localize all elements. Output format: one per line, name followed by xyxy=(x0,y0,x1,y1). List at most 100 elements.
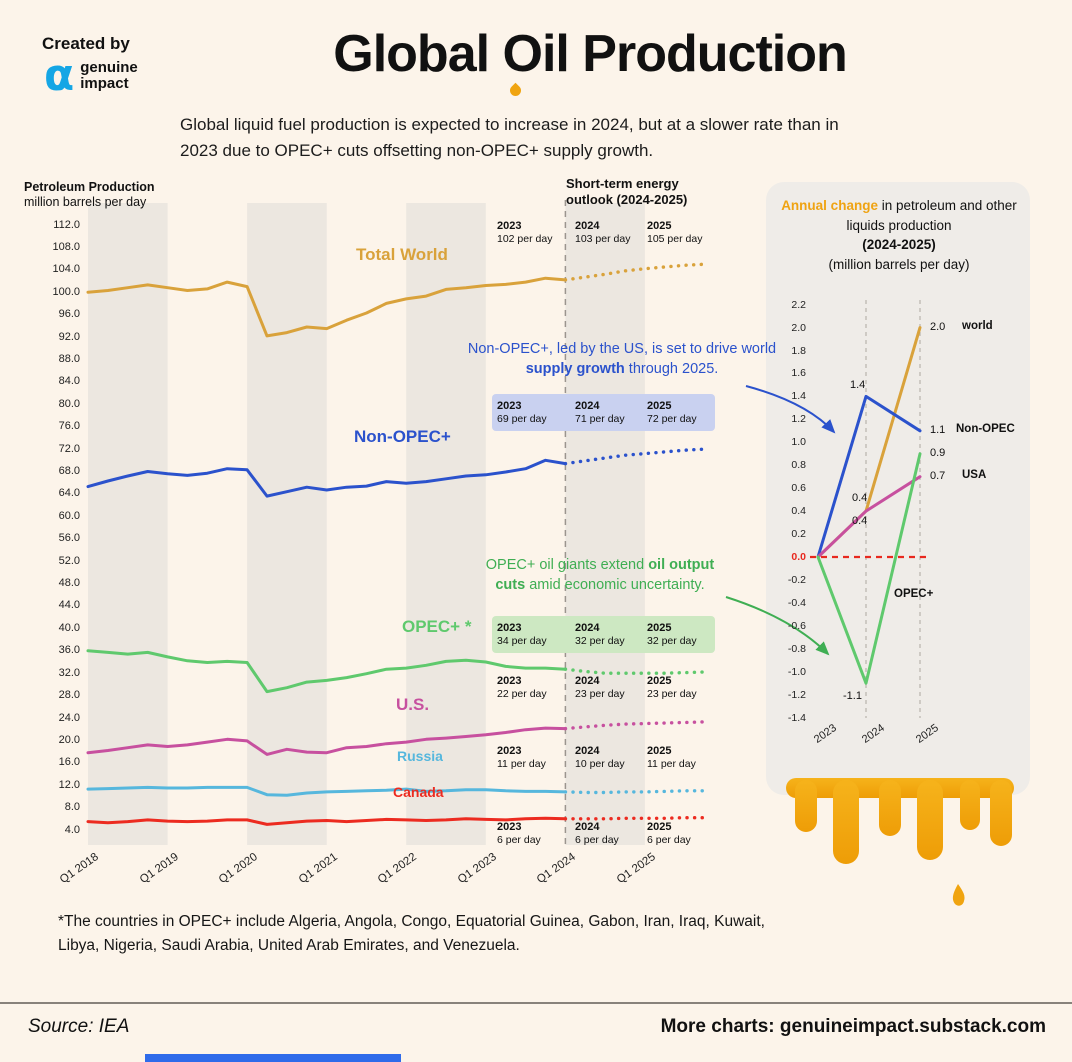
outlook-cell-U.S.-2024: 2024 23 per day xyxy=(575,675,645,701)
annual-point-label-OPEC+-2025: 0.9 xyxy=(930,447,946,459)
y-tick-label: 56.0 xyxy=(58,532,80,545)
y-tick-label: 112.0 xyxy=(53,218,80,231)
outlook-cell-Non-OPEC+-2024: 2024 71 per day xyxy=(575,400,645,426)
y-tick-label: 80.0 xyxy=(58,397,80,410)
annual-y-tick: 0.2 xyxy=(791,528,806,541)
annual-y-tick: -0.8 xyxy=(787,642,806,655)
y-tick-label: 12.0 xyxy=(58,778,80,791)
outlook-year: 2023 xyxy=(497,675,522,687)
outlook-value: 11 per day xyxy=(647,758,696,771)
annual-point-label-USA-2024: 0.4 xyxy=(852,515,868,527)
more-charts-link[interactable]: More charts: genuineimpact.substack.com xyxy=(660,1016,1046,1037)
y-tick-label: 108.0 xyxy=(52,240,80,253)
x-tick-label: Q1 2018 xyxy=(57,851,101,887)
opec-callout-bold: oil output cuts xyxy=(495,557,715,593)
bottom-accent-bar xyxy=(145,1054,401,1062)
outlook-cell-Non-OPEC+-2025: 2025 72 per day xyxy=(647,400,717,426)
y-tick-label: 68.0 xyxy=(58,465,80,477)
outlook-cell-U.S.-2025: 2025 23 per day xyxy=(647,675,717,701)
series-label-U.S.: U.S. xyxy=(396,695,430,714)
outlook-cell-Russia-2025: 2025 11 per day xyxy=(647,745,717,771)
outlook-cell-Russia-2023: 2023 11 per day xyxy=(497,745,567,771)
series-line-U.S. xyxy=(86,726,567,756)
series-label-Non-OPEC+: Non-OPEC+ xyxy=(354,427,451,446)
y-axis-title-line-2: million barrels per day xyxy=(24,195,147,209)
x-tick-label: Q1 2023 xyxy=(455,851,499,887)
outlook-value: 22 per day xyxy=(497,688,547,701)
outlook-year: 2025 xyxy=(647,745,672,757)
annual-point-label-Non-OPEC-2025: 1.1 xyxy=(930,424,946,436)
y-tick-label: 100.0 xyxy=(52,285,80,298)
annual-y-tick: 1.6 xyxy=(791,367,806,380)
annual-y-tick: 0.6 xyxy=(791,482,806,495)
genuine-impact-logo-icon: α xyxy=(44,50,75,101)
annual-y-tick: -0.2 xyxy=(787,573,806,586)
annual-y-tick: 0.8 xyxy=(791,459,806,472)
x-tick-label: Q1 2021 xyxy=(296,851,340,887)
outlook-value: 32 per day xyxy=(647,635,697,648)
outlook-cell-OPEC+-2023: 2023 34 per day xyxy=(497,622,567,648)
created-by-label: Created by xyxy=(42,34,130,53)
x-tick-label: Q1 2025 xyxy=(614,851,658,887)
series-line-Russia xyxy=(86,785,567,797)
falling-oil-droplet-icon xyxy=(952,884,965,906)
annual-y-tick: 1.0 xyxy=(791,436,806,449)
outlook-cell-OPEC+-2025: 2025 32 per day xyxy=(647,622,717,648)
y-tick-label: 104.0 xyxy=(52,263,80,276)
annual-series-name-world: world xyxy=(962,320,993,332)
outlook-year: 2024 xyxy=(575,400,600,412)
x-tick-label: Q1 2020 xyxy=(216,851,260,887)
outlook-value: 6 per day xyxy=(575,834,619,847)
opec-footnote: *The countries in OPEC+ include Algeria,… xyxy=(58,910,908,958)
y-tick-label: 92.0 xyxy=(58,330,80,343)
annual-point-label-world-2024: 0.4 xyxy=(852,492,868,504)
annual-point-label-Non-OPEC-2024: 1.4 xyxy=(850,379,866,391)
outlook-cell-Non-OPEC+-2023: 2023 69 per day xyxy=(497,400,567,426)
series-forecast-Non-OPEC+ xyxy=(563,447,707,466)
outlook-value: 103 per day xyxy=(575,233,631,246)
outlook-value: 23 per day xyxy=(575,688,625,701)
outlook-cell-Canada-2024: 2024 6 per day xyxy=(575,821,645,847)
series-label-Russia: Russia xyxy=(397,748,443,764)
outlook-year: 2025 xyxy=(647,675,672,687)
y-tick-label: 60.0 xyxy=(58,509,80,522)
y-tick-label: 52.0 xyxy=(58,554,80,567)
y-axis-title: Petroleum Production million barrels per… xyxy=(24,180,155,210)
x-tick-label: Q1 2019 xyxy=(137,851,181,887)
subtitle-line-2: 2023 due to OPEC+ cuts offsetting non-OP… xyxy=(180,141,654,161)
annual-change-title-highlight: Annual change xyxy=(781,198,878,213)
series-line-Total World xyxy=(86,276,567,338)
series-line-OPEC+ xyxy=(86,649,567,694)
outlook-value: 72 per day xyxy=(647,413,697,426)
subtitle-line-1: Global liquid fuel production is expecte… xyxy=(180,115,839,134)
annual-y-tick: 0.4 xyxy=(791,505,806,518)
outlook-cell-Canada-2025: 2025 6 per day xyxy=(647,821,717,847)
outlook-value: 32 per day xyxy=(575,635,625,648)
annual-series-name-OPEC+: OPEC+ xyxy=(894,588,934,600)
outlook-year: 2024 xyxy=(575,622,600,634)
footnote-line-2: Libya, Nigeria, Saudi Arabia, United Ara… xyxy=(58,937,520,955)
outlook-heading-line-2: outlook (2024-2025) xyxy=(566,191,688,207)
outlook-year: 2025 xyxy=(647,220,672,232)
outlook-cell-Total World-2025: 2025 105 per day xyxy=(647,220,717,246)
genuine-impact-logo: α genuine impact xyxy=(44,50,138,101)
y-tick-label: 44.0 xyxy=(58,599,80,612)
y-tick-label: 40.0 xyxy=(58,621,80,634)
outlook-cell-OPEC+-2024: 2024 32 per day xyxy=(575,622,645,648)
outlook-value: 11 per day xyxy=(497,758,546,771)
x-tick-label: Q1 2024 xyxy=(535,851,579,887)
outlook-year: 2023 xyxy=(497,821,522,833)
opec-callout-text: OPEC+ oil giants extend xyxy=(485,557,649,573)
outlook-value: 10 per day xyxy=(575,758,625,771)
annual-y-tick: 1.2 xyxy=(791,413,806,426)
outlook-cell-Russia-2024: 2024 10 per day xyxy=(575,745,645,771)
outlook-year: 2024 xyxy=(575,821,600,833)
outlook-heading-line-1: Short-term energy xyxy=(566,176,679,191)
outlook-cell-Total World-2023: 2023 102 per day xyxy=(497,220,567,246)
outlook-value: 34 per day xyxy=(497,635,547,648)
outlook-value: 23 per day xyxy=(647,688,697,701)
y-tick-label: 64.0 xyxy=(58,487,80,500)
outlook-cell-U.S.-2023: 2023 22 per day xyxy=(497,675,567,701)
annual-point-label-OPEC+-2024: -1.1 xyxy=(843,690,862,702)
y-tick-label: 96.0 xyxy=(58,308,80,321)
